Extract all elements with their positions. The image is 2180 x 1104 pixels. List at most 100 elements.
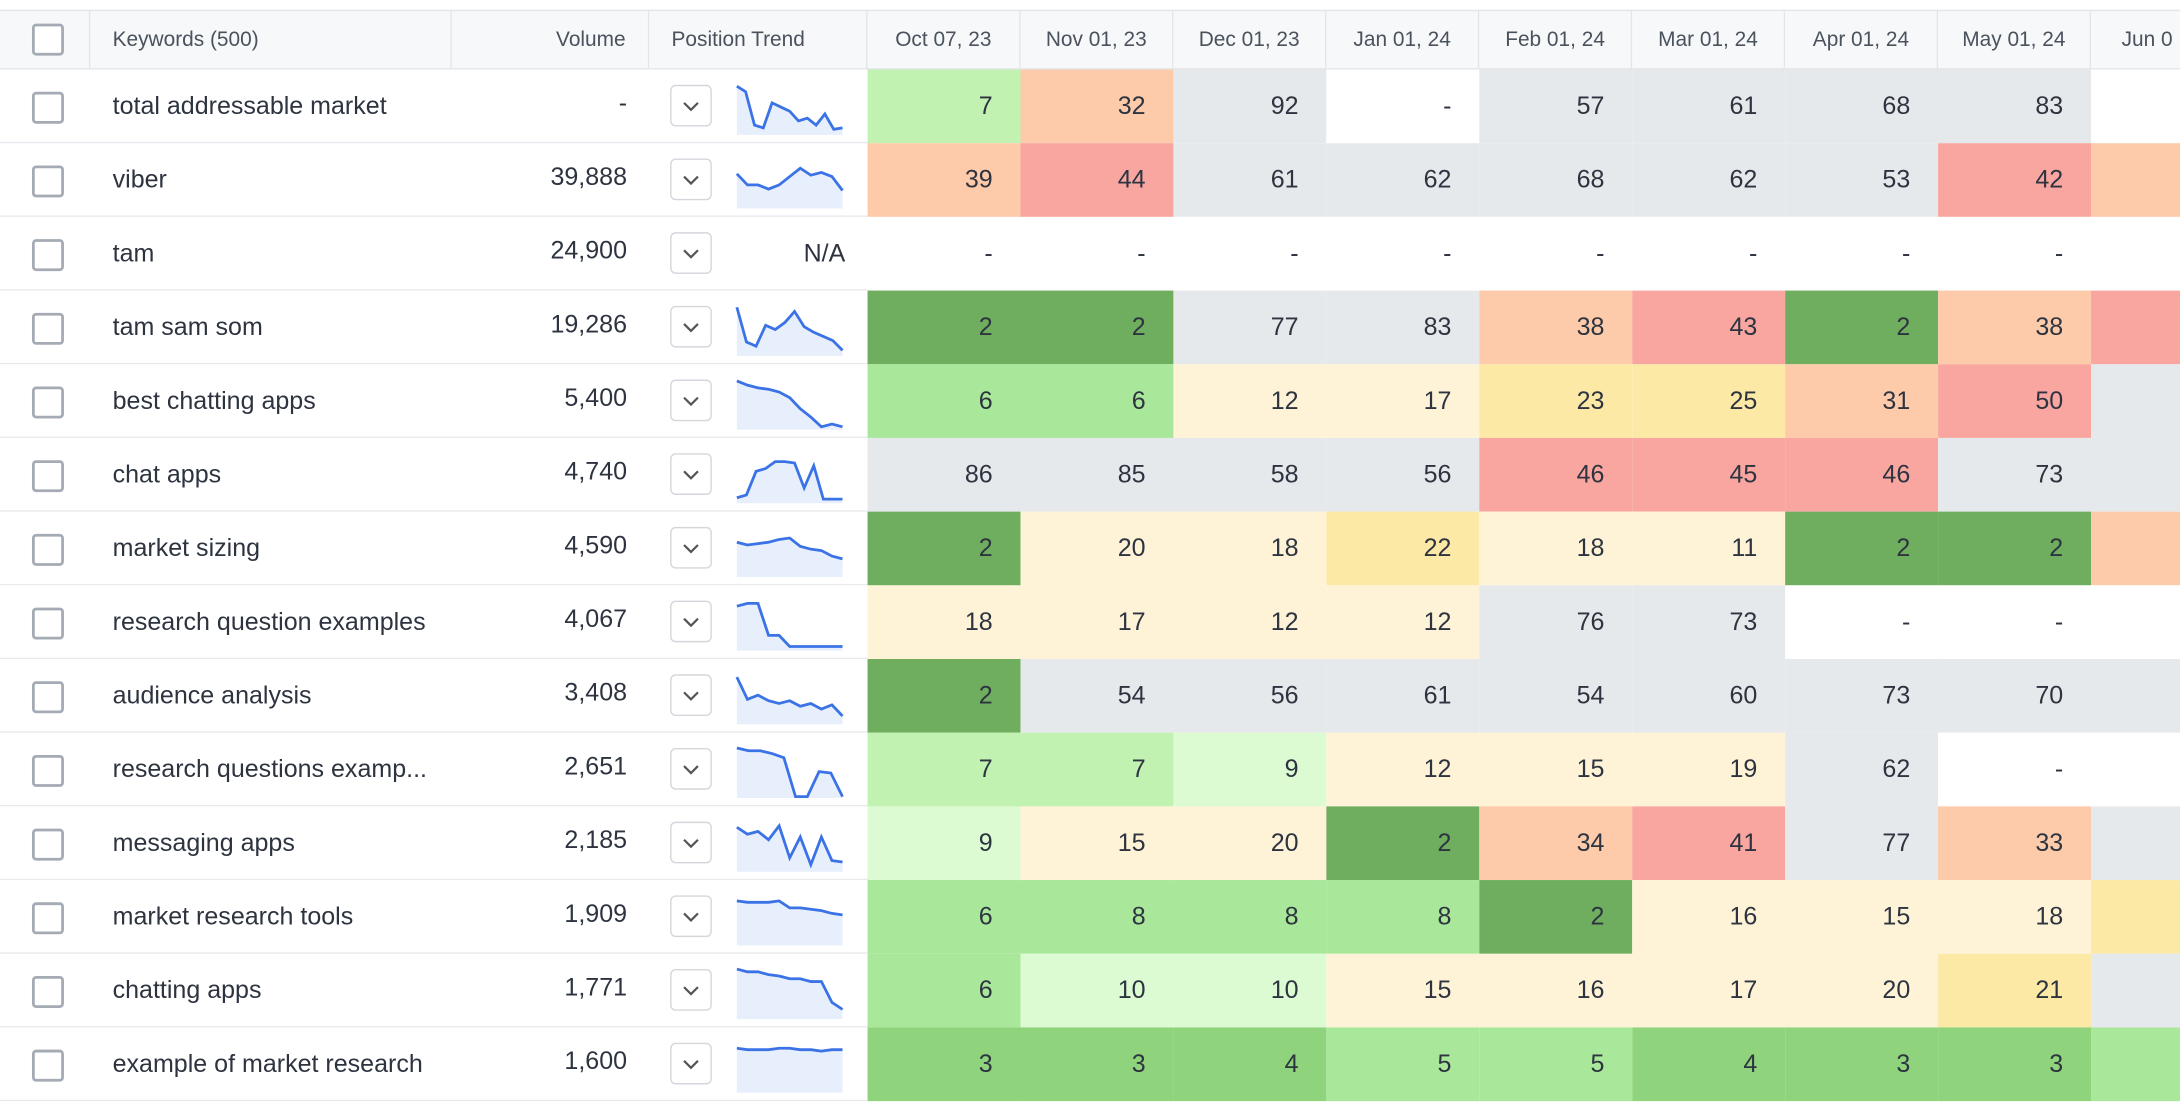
chevron — [683, 102, 699, 112]
expand-button[interactable] — [670, 158, 712, 201]
expand-button[interactable] — [670, 674, 712, 717]
expand-button[interactable] — [670, 379, 712, 422]
chevron — [683, 912, 699, 922]
row-checkbox[interactable] — [31, 386, 64, 419]
rank-cell-clipped — [2091, 364, 2180, 438]
keyword[interactable]: market research tools — [112, 902, 354, 931]
keyword[interactable]: research question examples — [112, 607, 426, 636]
rank-cell: 12 — [1326, 585, 1480, 660]
rank-cell: 83 — [1326, 290, 1480, 365]
keyword[interactable]: total addressable market — [112, 91, 387, 120]
select-all-checkbox[interactable] — [31, 23, 64, 56]
row-checkbox[interactable] — [31, 975, 64, 1008]
column-header[interactable]: Dec 01, 23 — [1173, 9, 1327, 70]
row-checkbox[interactable] — [31, 607, 64, 640]
rank-cell: - — [1632, 216, 1786, 291]
rank-cell: 17 — [1326, 364, 1480, 438]
rank-cell: 46 — [1785, 437, 1939, 512]
sparkline-svg — [735, 166, 844, 209]
expand-button[interactable] — [670, 232, 712, 274]
keyword[interactable]: example of market research — [112, 1049, 423, 1078]
sparkline-svg — [736, 460, 843, 504]
rank-cell: 18 — [1938, 880, 2092, 954]
column-header[interactable]: Nov 01, 23 — [1020, 9, 1174, 70]
row-checkbox[interactable] — [31, 312, 64, 345]
rank-cell: 53 — [1785, 143, 1939, 217]
chevron — [683, 175, 699, 186]
row-checkbox[interactable] — [31, 91, 64, 124]
keyword[interactable]: tam — [112, 239, 155, 267]
expand-button[interactable] — [670, 453, 712, 495]
row-checkbox[interactable] — [31, 165, 64, 198]
column-header[interactable]: Jan 01, 24 — [1326, 9, 1480, 70]
keyword[interactable]: tam sam som — [112, 312, 263, 341]
rank-cell: 2 — [867, 659, 1021, 733]
row-checkbox[interactable] — [31, 828, 64, 861]
row-checkbox[interactable] — [31, 1049, 64, 1082]
rank-cell: 19 — [1632, 732, 1786, 807]
volume: 4,067 — [564, 604, 628, 633]
rank-cell-clipped — [2091, 1027, 2180, 1102]
row-checkbox[interactable] — [31, 902, 64, 935]
row-checkbox[interactable] — [31, 533, 64, 566]
keyword[interactable]: viber — [112, 165, 167, 194]
sparkline-svg — [736, 536, 843, 577]
rank-cell-clipped — [2091, 585, 2180, 660]
rank-cell: - — [1785, 585, 1939, 660]
row-divider — [0, 510, 868, 512]
column-header[interactable]: May 01, 24 — [1938, 9, 2092, 70]
row-checkbox[interactable] — [31, 681, 64, 714]
sparkline-area — [736, 307, 843, 356]
expand-button[interactable] — [670, 969, 712, 1011]
chevron — [683, 1060, 699, 1070]
keyword[interactable]: audience analysis — [112, 681, 312, 710]
rank-cell-clipped — [2091, 511, 2180, 586]
volume: 19,286 — [550, 310, 628, 338]
column-header[interactable]: Mar 01, 24 — [1632, 9, 1786, 70]
rank-cell: 54 — [1479, 659, 1633, 733]
expand-button[interactable] — [670, 305, 712, 348]
keyword[interactable]: chatting apps — [112, 975, 262, 1004]
rank-cell: 46 — [1479, 437, 1633, 512]
keyword[interactable]: messaging apps — [112, 828, 295, 857]
keyword[interactable]: chat apps — [112, 460, 222, 488]
sparkline — [734, 81, 848, 137]
expand-button[interactable] — [670, 600, 712, 643]
expand-button[interactable] — [670, 747, 712, 790]
rank-cell: 5 — [1326, 1027, 1480, 1102]
row-divider — [0, 362, 868, 365]
expand-button[interactable] — [670, 821, 712, 864]
rank-cell: 73 — [1938, 437, 2092, 512]
row-checkbox[interactable] — [31, 754, 64, 787]
column-header[interactable]: Volume — [451, 9, 650, 70]
row-checkbox[interactable] — [31, 460, 64, 493]
keyword[interactable]: research questions examp... — [112, 754, 427, 783]
sparkline-line — [735, 166, 844, 192]
rank-cell: 34 — [1479, 806, 1633, 881]
expand-button[interactable] — [670, 84, 712, 127]
rank-cell-clipped — [2091, 437, 2180, 512]
row-divider — [0, 952, 868, 954]
rank-cell: 9 — [867, 806, 1021, 881]
rank-cell: 61 — [1173, 143, 1327, 217]
rank-cell: 23 — [1479, 364, 1633, 438]
column-header[interactable]: Oct 07, 23 — [867, 9, 1021, 70]
column-header[interactable]: Jun 0 — [2091, 9, 2180, 70]
rank-cell: 73 — [1632, 585, 1786, 660]
expand-button[interactable] — [670, 895, 712, 938]
rank-cell: 73 — [1785, 659, 1939, 733]
column-header[interactable]: Apr 01, 24 — [1785, 9, 1939, 70]
expand-button[interactable] — [670, 1042, 712, 1085]
column-header[interactable]: Feb 01, 24 — [1479, 9, 1633, 70]
row-checkbox[interactable] — [31, 239, 64, 272]
expand-button[interactable] — [670, 526, 712, 569]
column-header[interactable]: Keywords (500) — [90, 9, 452, 70]
keyword[interactable]: market sizing — [112, 533, 261, 562]
sparkline-svg — [736, 379, 843, 430]
sparkline-line — [736, 899, 843, 917]
rank-cell: 2 — [1938, 511, 2092, 586]
column-header[interactable]: Position Trend — [649, 9, 868, 70]
rank-cell: 15 — [1785, 880, 1939, 954]
keyword[interactable]: best chatting apps — [112, 386, 316, 415]
volume: 39,888 — [550, 162, 628, 191]
